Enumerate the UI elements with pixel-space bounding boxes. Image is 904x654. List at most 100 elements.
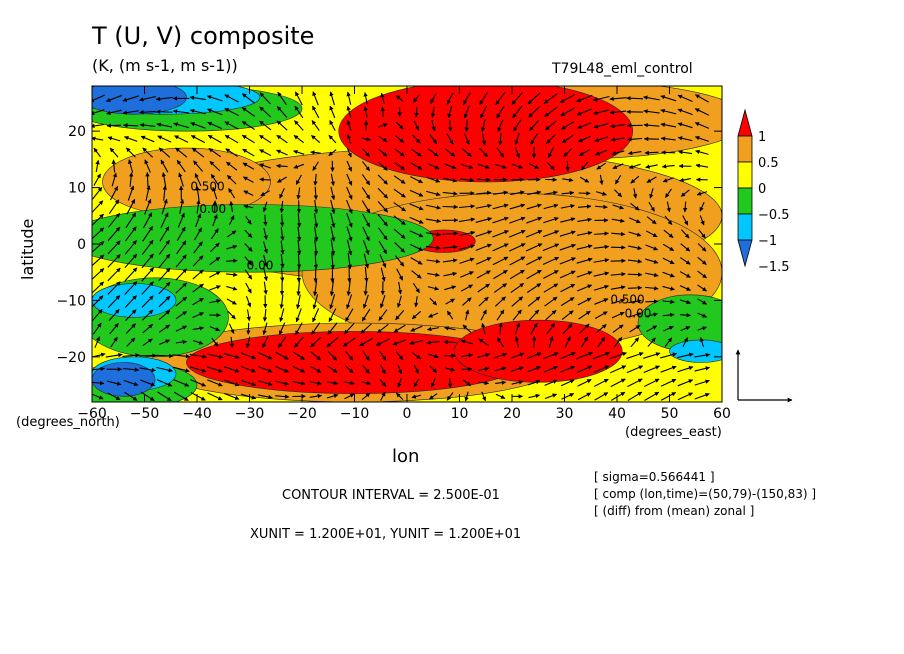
wind-vector-131	[427, 353, 439, 359]
wind-vector-77	[139, 367, 157, 373]
wind-vector-64	[544, 379, 558, 386]
wind-vector-148	[94, 336, 101, 348]
wind-vector-170	[460, 339, 473, 345]
wind-vector-487	[195, 213, 202, 228]
wind-vector-289	[594, 298, 609, 305]
wind-vector-515	[664, 215, 673, 226]
wind-vector-115	[155, 353, 174, 359]
wind-vector-309	[313, 280, 318, 297]
wind-vector-328	[627, 285, 643, 291]
colorbar-segment-2	[737, 161, 753, 189]
wind-vector-770	[593, 123, 609, 129]
wind-vector-416	[244, 243, 253, 252]
wind-vector-379	[244, 256, 253, 266]
wind-vector-725	[464, 133, 470, 145]
wind-vector-59	[462, 379, 471, 387]
wind-vector-7	[207, 392, 223, 401]
wind-vector-581	[527, 190, 542, 196]
x-tick-label-2: −40	[182, 406, 212, 422]
wind-vector-284	[511, 296, 524, 307]
wind-vector-field	[92, 91, 711, 402]
wind-vector-458	[330, 226, 336, 242]
wind-vector-106	[626, 365, 644, 374]
wind-vector-383	[313, 253, 319, 270]
wind-vector-794	[380, 106, 385, 117]
wind-vector-485	[160, 212, 169, 229]
wind-vector-633	[160, 159, 169, 173]
wind-vector-344	[280, 267, 285, 282]
wind-vector-442	[680, 243, 691, 252]
wind-vector-825	[277, 91, 287, 105]
wind-vector-332	[697, 284, 707, 292]
wind-vector-727	[498, 133, 503, 146]
wind-vector-482	[107, 212, 121, 228]
wind-vector-404	[662, 257, 675, 265]
wind-vector-300	[158, 281, 171, 295]
wind-vector-352	[411, 270, 422, 279]
wind-vector-302	[192, 283, 204, 293]
wind-vector-73	[694, 379, 710, 386]
wind-vector-255	[645, 312, 658, 317]
wind-vector-99	[511, 366, 524, 372]
wind-vector-35	[677, 392, 693, 401]
wind-vector-204	[410, 325, 423, 332]
wind-vector-51	[326, 380, 339, 386]
colorbar: 1 0.5 0 −0.5 −1 −1.5	[737, 108, 790, 275]
wind-vector-445	[107, 226, 121, 241]
wind-vector-248	[528, 309, 540, 321]
wind-vector-396	[526, 256, 543, 266]
info-line-sigma: [ sigma=0.566441 ]	[594, 470, 715, 484]
wind-vector-481	[92, 213, 104, 227]
wind-vector-208	[481, 322, 486, 335]
wind-vector-749	[241, 120, 256, 131]
wind-vector-768	[561, 121, 575, 130]
wind-vector-637	[226, 161, 238, 171]
wind-vector-484	[142, 212, 153, 229]
wind-vector-253	[611, 311, 625, 319]
wind-vector-592	[93, 173, 102, 186]
wind-vector-14	[326, 393, 339, 399]
wind-vector-361	[559, 270, 576, 279]
wind-vector-636	[209, 160, 221, 172]
wind-vector-323	[543, 283, 559, 293]
wind-vector-134	[477, 352, 491, 358]
wind-vector-510	[577, 217, 592, 222]
wind-vector-798	[447, 105, 453, 119]
wind-vector-780	[139, 110, 156, 115]
wind-vector-475	[611, 231, 626, 237]
wind-vector-4	[157, 391, 172, 402]
wind-vector-765	[513, 119, 522, 132]
wind-vector-491	[263, 214, 268, 227]
wind-vector-812	[677, 108, 693, 116]
wind-vector-282	[478, 296, 489, 307]
wind-vector-465	[442, 231, 459, 236]
wind-vector-217	[629, 324, 641, 333]
wind-vector-291	[628, 298, 642, 304]
wind-vector-177	[580, 336, 589, 348]
wind-vector-522	[161, 198, 168, 215]
wind-vector-670	[158, 147, 171, 158]
wind-vector-737	[660, 136, 676, 141]
wind-vector-371	[107, 254, 121, 268]
wind-vector-9	[241, 393, 257, 400]
wind-vector-582	[544, 190, 558, 195]
contour-label-1: 0.00	[199, 202, 226, 216]
wind-vector-223	[108, 309, 120, 322]
wind-vector-304	[226, 285, 238, 291]
wind-vector-444	[92, 227, 105, 240]
wind-vector-224	[125, 309, 137, 321]
wind-vector-556	[109, 186, 119, 201]
wind-vector-321	[510, 282, 525, 294]
wind-vector-529	[279, 200, 285, 214]
wind-vector-397	[542, 256, 560, 266]
wind-vector-567	[296, 187, 301, 200]
wind-vector-90	[362, 364, 370, 374]
wind-vector-752	[294, 120, 304, 131]
wind-vector-729	[530, 133, 538, 145]
wind-vector-546	[560, 204, 575, 209]
wind-vector-389	[410, 257, 423, 265]
wind-vector-280	[445, 298, 455, 305]
wind-vector-126	[345, 350, 354, 361]
wind-vector-422	[346, 239, 353, 256]
wind-vector-758	[395, 121, 404, 130]
